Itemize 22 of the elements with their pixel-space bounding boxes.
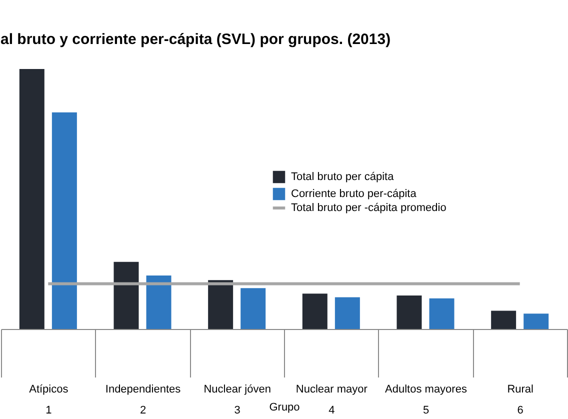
bar [114, 262, 139, 329]
bar [429, 298, 454, 329]
x-tick-label: Nuclear jóven 3 [204, 384, 271, 416]
bar [240, 288, 266, 329]
bar [19, 69, 44, 329]
legend-label: Total bruto per -cápita promedio [291, 202, 446, 214]
bar [491, 310, 516, 329]
bar [52, 112, 77, 329]
x-tick-label: Adultos mayores 5 [385, 384, 468, 416]
bar [208, 280, 234, 329]
x-tick-label: Independientes 2 [105, 384, 182, 416]
bar [524, 314, 549, 329]
bar [396, 295, 422, 329]
x-tick-label: Atípicos 1 [29, 384, 69, 416]
bar [146, 275, 172, 329]
x-tick-label: Rural 6 [507, 384, 534, 416]
x-axis-title: Grupo [269, 402, 300, 414]
bar [302, 294, 328, 329]
legend-label: Total bruto per cápita [291, 171, 395, 183]
legend-label: Corriente bruto per-cápita [291, 188, 418, 200]
chart-title: al bruto y corriente per-cápita (SVL) por grupos. (2013) [0, 31, 391, 48]
bar [334, 297, 360, 329]
